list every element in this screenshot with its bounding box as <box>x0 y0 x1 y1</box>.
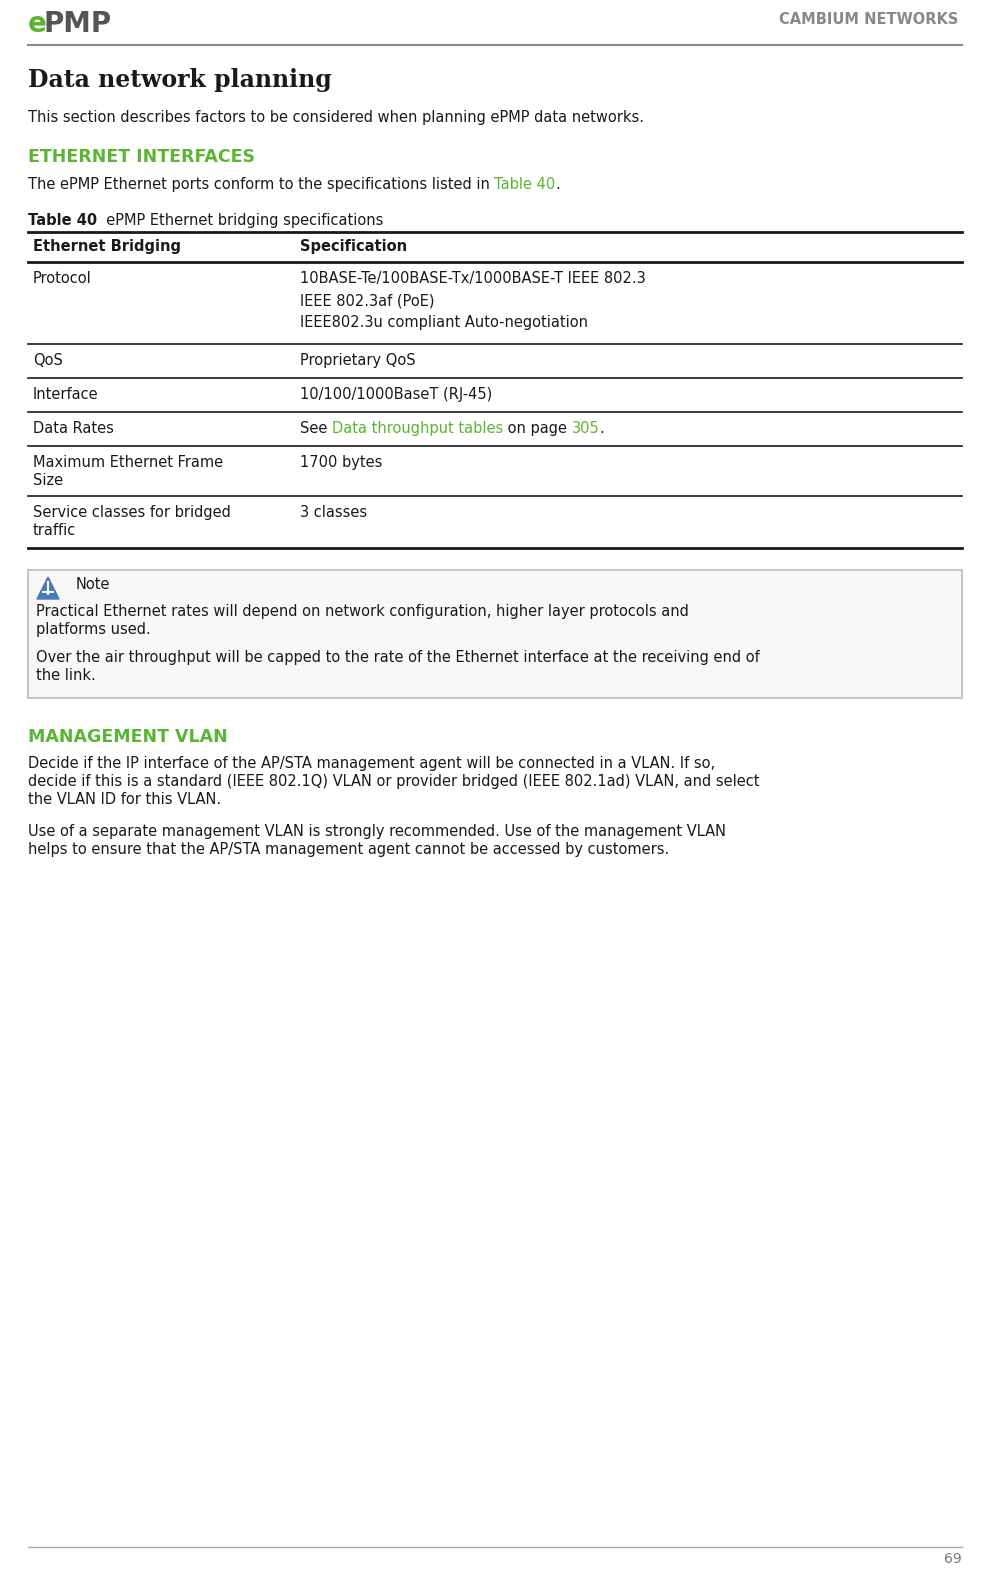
Text: Data network planning: Data network planning <box>28 68 332 93</box>
Text: The ePMP Ethernet ports conform to the specifications listed in: The ePMP Ethernet ports conform to the s… <box>28 178 494 192</box>
Text: ™: ™ <box>100 11 110 20</box>
Text: IEEE 802.3af (PoE): IEEE 802.3af (PoE) <box>300 294 435 308</box>
Text: Data throughput tables: Data throughput tables <box>332 421 503 437</box>
Text: ETHERNET INTERFACES: ETHERNET INTERFACES <box>28 148 255 167</box>
Text: See: See <box>300 421 332 437</box>
Text: ePMP Ethernet bridging specifications: ePMP Ethernet bridging specifications <box>97 214 383 228</box>
Text: on page: on page <box>503 421 572 437</box>
Text: Specification: Specification <box>300 239 407 255</box>
Text: Table 40: Table 40 <box>494 178 555 192</box>
Text: 1700 bytes: 1700 bytes <box>300 456 382 470</box>
Text: Service classes for bridged: Service classes for bridged <box>33 504 231 520</box>
FancyBboxPatch shape <box>28 570 962 698</box>
Text: Ethernet Bridging: Ethernet Bridging <box>33 239 181 255</box>
Text: 69: 69 <box>944 1552 962 1566</box>
Text: .: . <box>555 178 560 192</box>
Text: Size: Size <box>33 473 63 489</box>
Text: Maximum Ethernet Frame: Maximum Ethernet Frame <box>33 456 223 470</box>
Text: Protocol: Protocol <box>33 272 92 286</box>
Text: Use of a separate management VLAN is strongly recommended. Use of the management: Use of a separate management VLAN is str… <box>28 825 726 839</box>
Text: CAMBIUM NETWORKS: CAMBIUM NETWORKS <box>778 13 958 27</box>
Polygon shape <box>37 577 59 599</box>
Text: Decide if the IP interface of the AP/STA management agent will be connected in a: Decide if the IP interface of the AP/STA… <box>28 756 715 771</box>
Text: PMP: PMP <box>43 9 111 38</box>
Text: Data Rates: Data Rates <box>33 421 114 437</box>
Text: 305: 305 <box>572 421 600 437</box>
Text: QoS: QoS <box>33 353 63 368</box>
Text: 3 classes: 3 classes <box>300 504 367 520</box>
Text: .: . <box>600 421 604 437</box>
Text: 10BASE-Te/100BASE-Tx/1000BASE-T IEEE 802.3: 10BASE-Te/100BASE-Tx/1000BASE-T IEEE 802… <box>300 272 645 286</box>
Text: 10/100/1000BaseT (RJ-45): 10/100/1000BaseT (RJ-45) <box>300 386 492 402</box>
Text: IEEE802.3u compliant Auto-negotiation: IEEE802.3u compliant Auto-negotiation <box>300 316 588 330</box>
Text: helps to ensure that the AP/STA management agent cannot be accessed by customers: helps to ensure that the AP/STA manageme… <box>28 842 669 858</box>
Text: Proprietary QoS: Proprietary QoS <box>300 353 416 368</box>
Text: This section describes factors to be considered when planning ePMP data networks: This section describes factors to be con… <box>28 110 644 126</box>
Text: Note: Note <box>76 577 111 592</box>
Text: Interface: Interface <box>33 386 99 402</box>
Text: traffic: traffic <box>33 523 76 537</box>
Text: the VLAN ID for this VLAN.: the VLAN ID for this VLAN. <box>28 792 221 807</box>
Text: e: e <box>28 9 47 38</box>
Text: platforms used.: platforms used. <box>36 622 150 636</box>
Text: decide if this is a standard (IEEE 802.1Q) VLAN or provider bridged (IEEE 802.1a: decide if this is a standard (IEEE 802.1… <box>28 775 759 789</box>
Text: Practical Ethernet rates will depend on network configuration, higher layer prot: Practical Ethernet rates will depend on … <box>36 603 689 619</box>
Text: MANAGEMENT VLAN: MANAGEMENT VLAN <box>28 727 228 746</box>
Text: Over the air throughput will be capped to the rate of the Ethernet interface at : Over the air throughput will be capped t… <box>36 650 759 665</box>
Text: the link.: the link. <box>36 668 96 683</box>
Text: Table 40: Table 40 <box>28 214 97 228</box>
